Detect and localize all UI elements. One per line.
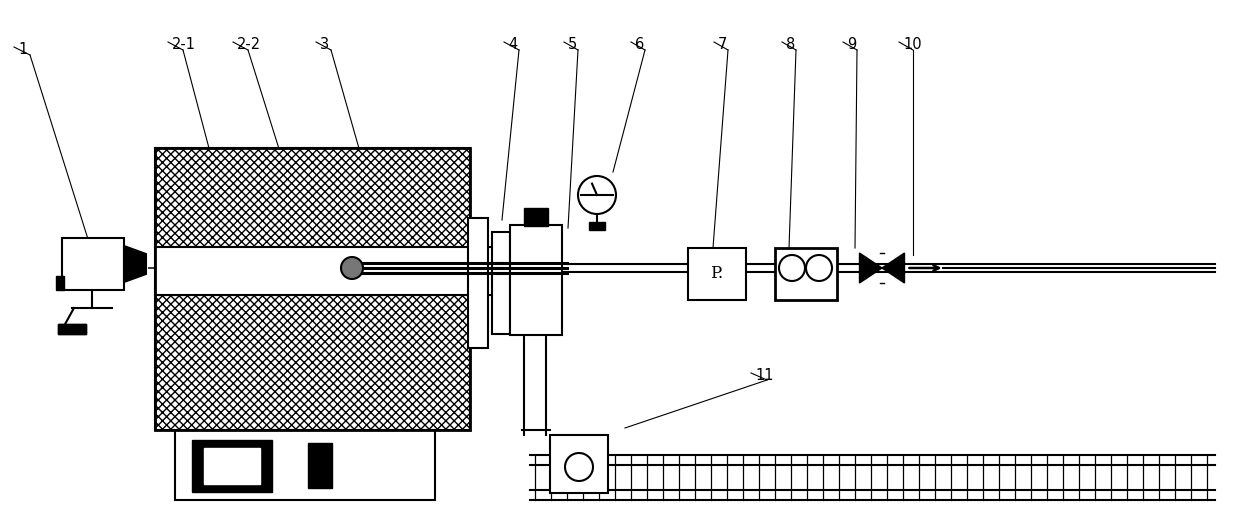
Bar	[58, 324, 86, 334]
Text: 2-1: 2-1	[172, 37, 196, 52]
Bar	[205, 448, 260, 484]
Circle shape	[578, 176, 616, 214]
Text: 9: 9	[847, 37, 857, 52]
Text: 6: 6	[635, 37, 645, 52]
Text: 7: 7	[718, 37, 728, 52]
Bar	[510, 225, 562, 335]
Circle shape	[779, 255, 805, 281]
Text: 5: 5	[568, 37, 578, 52]
Bar	[155, 247, 500, 295]
Text: 11: 11	[755, 368, 774, 383]
Text: 1: 1	[19, 42, 27, 57]
Bar	[56, 276, 64, 290]
Bar	[467, 218, 489, 348]
Bar	[525, 208, 548, 226]
Bar	[155, 148, 470, 430]
Text: 2-2: 2-2	[237, 37, 262, 52]
Text: 8: 8	[786, 37, 795, 52]
Bar	[589, 222, 605, 230]
Polygon shape	[124, 246, 146, 282]
Bar	[308, 443, 332, 488]
Circle shape	[341, 257, 363, 279]
Bar	[155, 295, 470, 430]
Text: 10: 10	[903, 37, 921, 52]
Polygon shape	[859, 253, 882, 283]
Bar	[492, 232, 510, 334]
Bar	[58, 324, 86, 334]
Bar	[192, 440, 272, 492]
Circle shape	[806, 255, 832, 281]
Text: 4: 4	[508, 37, 517, 52]
Bar	[551, 435, 608, 493]
Bar	[688, 248, 746, 300]
Text: P.: P.	[711, 266, 724, 282]
Bar	[775, 248, 837, 300]
Text: 3: 3	[320, 37, 329, 52]
Bar	[175, 430, 435, 500]
Bar	[155, 148, 470, 247]
Polygon shape	[882, 253, 904, 283]
Bar	[62, 238, 124, 290]
Circle shape	[565, 453, 593, 481]
